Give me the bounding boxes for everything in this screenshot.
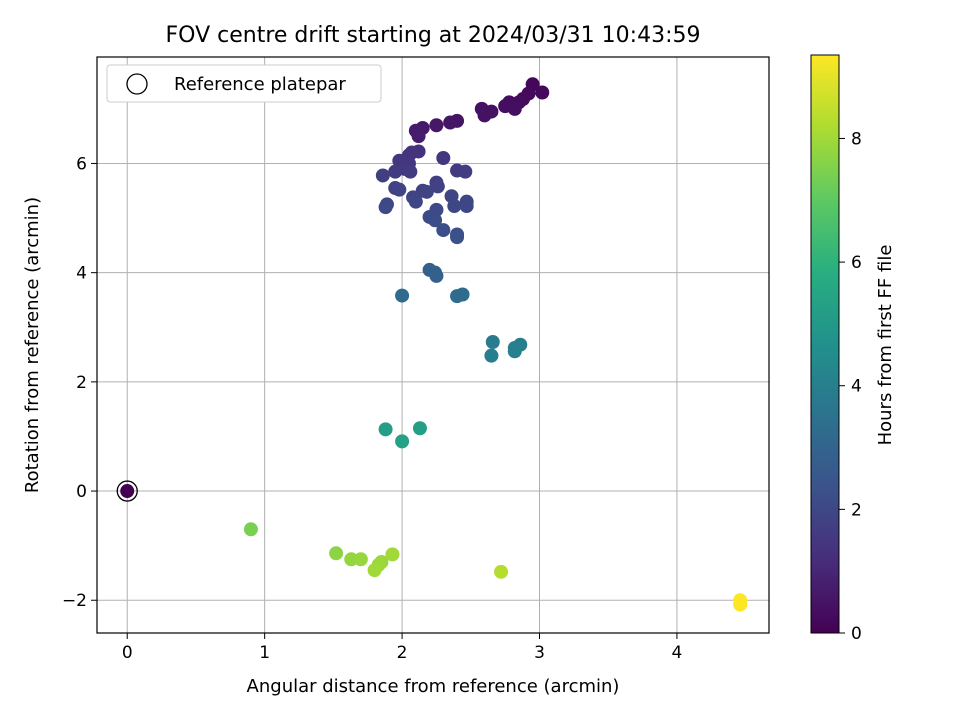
x-tick-label: 3: [534, 643, 545, 663]
colorbar-gradient: [810, 54, 840, 634]
y-axis-label: Rotation from reference (arcmin): [22, 197, 43, 493]
x-tick-label: 0: [122, 643, 133, 663]
data-point: [733, 597, 748, 612]
plot-frame: [96, 56, 770, 634]
data-point: [385, 547, 400, 562]
data-point: [419, 184, 434, 199]
y-tick-label: 6: [76, 154, 87, 174]
data-point: [375, 168, 390, 183]
colorbar-tick-label: 8: [851, 129, 862, 149]
data-point: [388, 164, 403, 179]
data-point: [395, 288, 410, 303]
data-point: [353, 552, 368, 567]
colorbar-ticks: 0 2 4 6 8: [839, 129, 862, 644]
legend-entry: Reference platepar: [174, 74, 346, 95]
data-point: [395, 434, 410, 449]
data-point: [430, 179, 445, 194]
y-tick-label: −2: [62, 591, 87, 611]
data-point: [447, 199, 462, 214]
data-point: [392, 182, 407, 197]
plot-grid: [97, 57, 769, 633]
data-point: [459, 199, 474, 214]
data-point: [429, 118, 444, 133]
data-point: [243, 522, 258, 537]
data-point: [484, 348, 499, 363]
data-point: [507, 101, 522, 116]
data-point: [367, 563, 382, 578]
x-tick-label: 4: [672, 643, 683, 663]
y-tick-label: 0: [76, 482, 87, 502]
data-point: [450, 230, 465, 245]
plot-ticks: 0 1 2 3 4 −2 0 2 4 6: [62, 154, 682, 663]
colorbar-tick-label: 4: [851, 377, 862, 397]
x-tick-label: 1: [259, 643, 270, 663]
colorbar-tick-label: 2: [851, 500, 862, 520]
plot-points: [116, 77, 748, 612]
data-point: [120, 484, 135, 499]
colorbar: 0 2 4 6 8 Hours from first FF file: [810, 54, 896, 644]
data-point: [477, 108, 492, 123]
x-tick-label: 2: [397, 643, 408, 663]
x-axis-label: Angular distance from reference (arcmin): [247, 676, 620, 697]
data-point: [329, 546, 344, 561]
data-point: [411, 129, 426, 144]
chart-title: FOV centre drift starting at 2024/03/31 …: [166, 23, 701, 48]
data-point: [443, 115, 458, 130]
data-point: [535, 85, 550, 100]
colorbar-tick-label: 6: [851, 253, 862, 273]
data-point: [344, 552, 359, 567]
data-point: [485, 334, 500, 349]
y-tick-label: 4: [76, 264, 87, 284]
data-point: [436, 223, 451, 238]
legend-marker: [126, 73, 148, 95]
reference-platepar-marker: [116, 480, 138, 502]
data-point: [408, 194, 423, 209]
y-tick-label: 2: [76, 373, 87, 393]
colorbar-tick-label: 0: [851, 624, 862, 644]
legend: Reference platepar: [106, 64, 382, 103]
data-point: [507, 344, 522, 359]
data-point: [378, 422, 393, 437]
data-point: [403, 164, 418, 179]
data-point: [436, 151, 451, 166]
data-point: [404, 145, 419, 160]
data-point: [458, 164, 473, 179]
data-point: [378, 200, 393, 215]
colorbar-label: Hours from first FF file: [875, 245, 896, 446]
data-point: [429, 268, 444, 283]
data-point: [455, 287, 470, 302]
legend-box: [106, 64, 382, 103]
data-point: [494, 564, 509, 579]
data-point: [412, 421, 427, 436]
data-point: [428, 213, 443, 228]
